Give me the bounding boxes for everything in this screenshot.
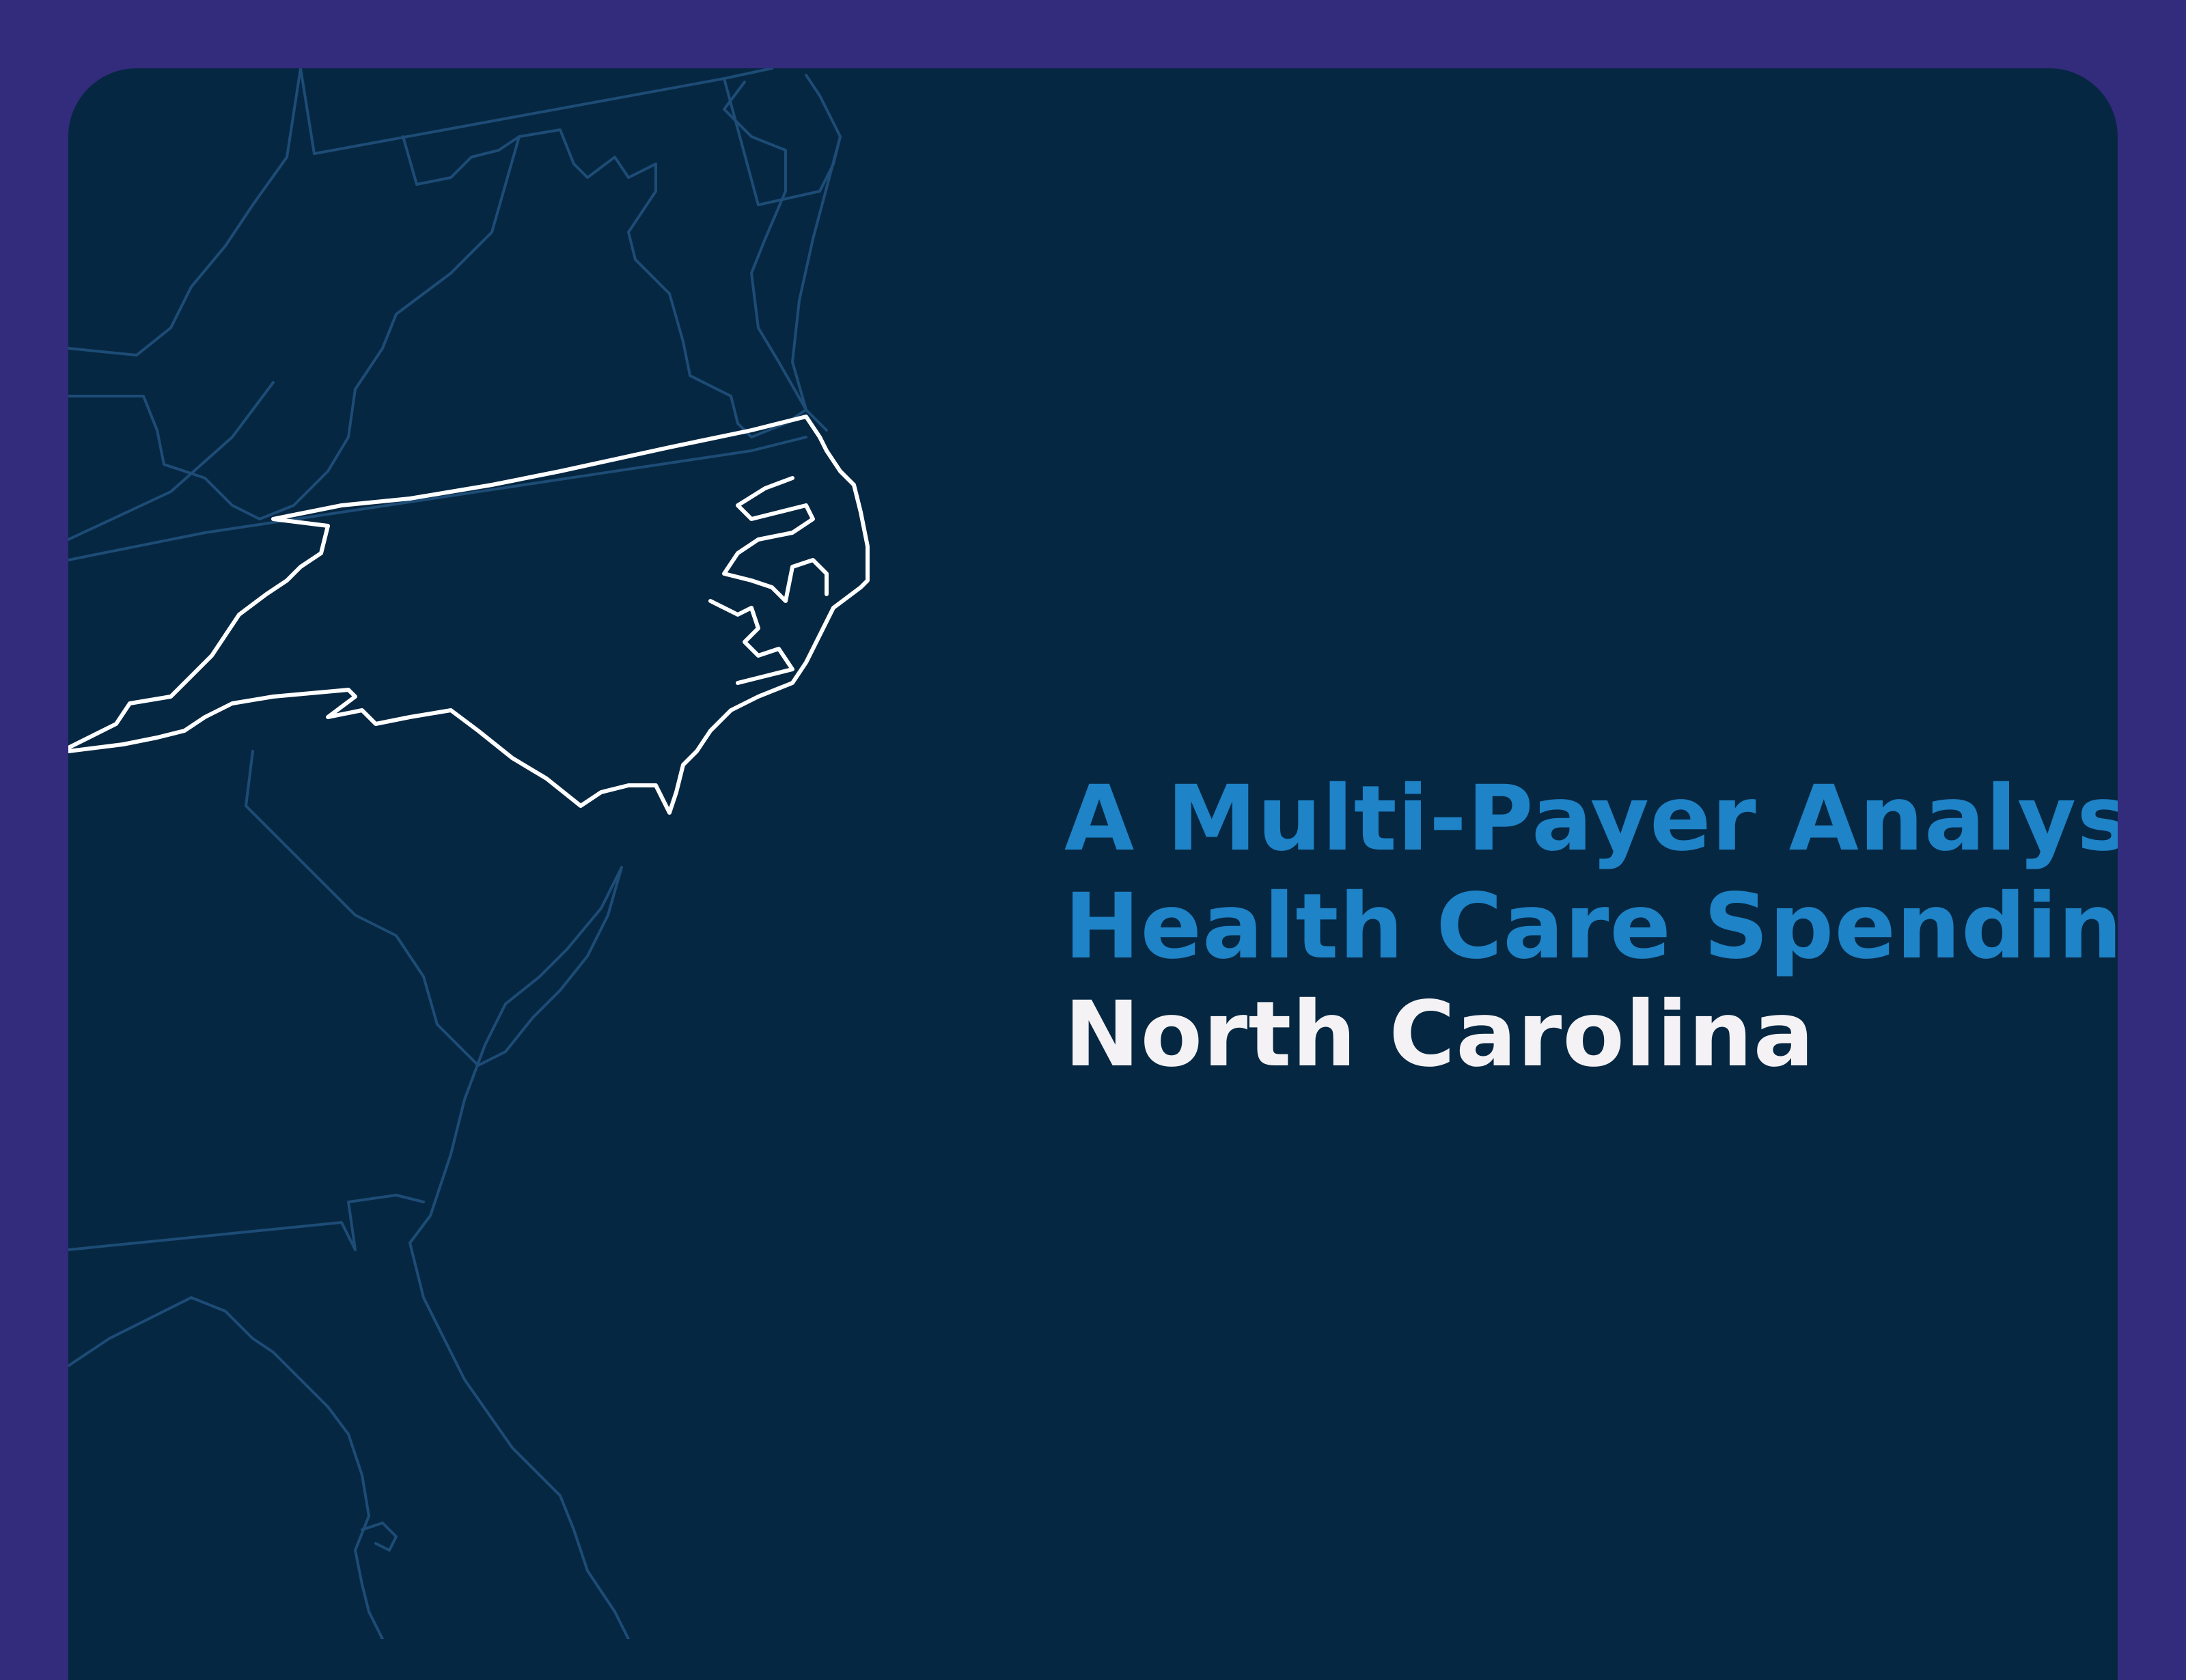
north-carolina-sounds bbox=[708, 476, 829, 685]
title-line-2: Health Care Spending bbox=[1064, 874, 2118, 979]
cover-card: A Multi-Payer Analysis Health Care Spend… bbox=[68, 68, 2118, 1680]
neighbor-state-outlines bbox=[68, 68, 842, 1639]
north-carolina-outline bbox=[68, 415, 870, 815]
southeast-us-map bbox=[68, 68, 870, 1639]
title-state-name: North Carolina bbox=[1064, 982, 1815, 1087]
title-line-1: A Multi-Payer Analysis bbox=[1064, 766, 2118, 871]
report-title: A Multi-Payer Analysis Health Care Spend… bbox=[1064, 765, 2118, 1089]
